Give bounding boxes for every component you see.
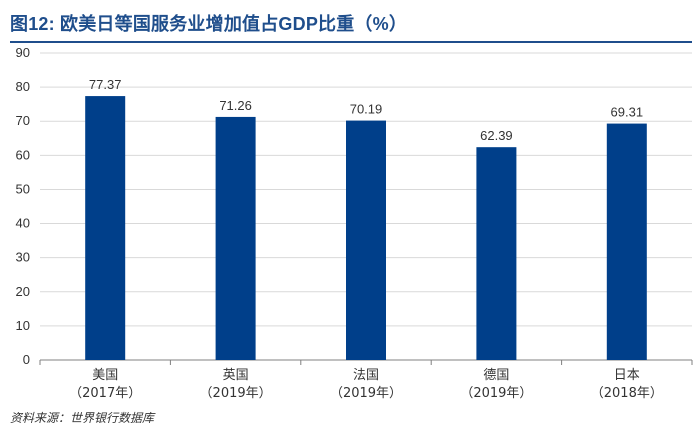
- value-label: 69.31: [611, 105, 644, 120]
- bar: [215, 116, 256, 360]
- bar: [476, 147, 517, 360]
- y-tick-label: 0: [23, 352, 30, 367]
- chart-title: 图12: 欧美日等国服务业增加值占GDP比重（%）: [10, 14, 408, 34]
- y-tick-label: 60: [16, 147, 30, 162]
- value-label: 70.19: [350, 102, 383, 117]
- x-category-label: 美国: [92, 368, 118, 383]
- value-label: 77.37: [89, 77, 122, 92]
- y-tick-label: 40: [16, 216, 30, 231]
- y-tick-label: 50: [16, 181, 30, 196]
- bar: [606, 123, 647, 360]
- y-tick-label: 70: [16, 113, 30, 128]
- x-category-label: 德国: [483, 368, 509, 383]
- value-label: 62.39: [480, 128, 513, 143]
- x-category-year: （2019年）: [200, 386, 272, 401]
- bar: [346, 120, 386, 360]
- y-tick-label: 80: [16, 79, 30, 94]
- x-category-year: （2018年）: [591, 386, 663, 401]
- value-label: 71.26: [219, 98, 252, 113]
- y-tick-label: 90: [16, 45, 30, 60]
- source-note: 资料来源：世界银行数据库: [10, 411, 155, 425]
- x-category-label: 英国: [223, 368, 249, 383]
- title-divider: [10, 41, 692, 43]
- x-category-year: （2017年）: [69, 386, 141, 401]
- y-tick-label: 10: [16, 318, 30, 333]
- y-tick-label: 30: [16, 250, 30, 265]
- x-category-year: （2019年）: [460, 386, 532, 401]
- x-category-year: （2019年）: [330, 386, 402, 401]
- y-tick-label: 20: [16, 284, 30, 299]
- bar-chart: 0 10 20 30 40 50 60 70 80 90 77.37 美国 （2017年） 71.26 英国…: [16, 45, 693, 401]
- bar: [85, 96, 126, 360]
- x-category-label: 法国: [353, 368, 379, 383]
- x-category-label: 日本: [614, 368, 640, 383]
